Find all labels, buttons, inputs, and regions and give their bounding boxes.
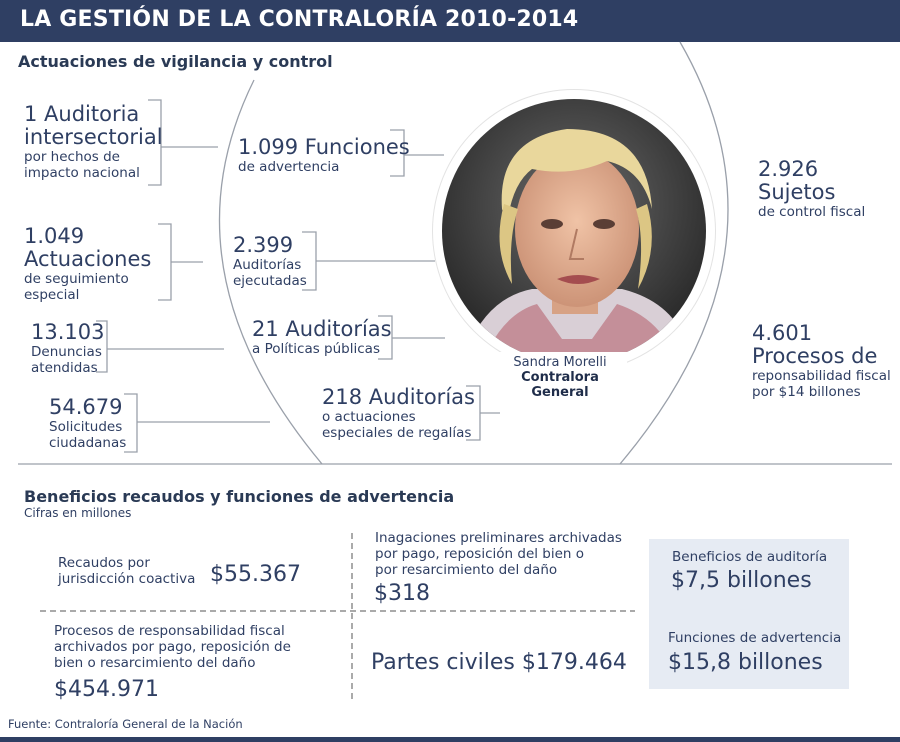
- value-line: 1.099 Funciones: [238, 135, 410, 159]
- value-line: 21 Auditorías: [252, 317, 392, 341]
- value-line: Procesos de: [752, 344, 878, 368]
- indagaciones-value: $318: [374, 581, 430, 606]
- desc-line: de control fiscal: [758, 204, 866, 220]
- person-name: Sandra Morelli: [513, 355, 607, 370]
- desc-line: atendidas: [31, 360, 98, 376]
- recaudos-label: Recaudos por jurisdicción coactiva: [58, 555, 195, 587]
- summary-value-advertencia: $15,8 billones: [668, 650, 823, 675]
- label-line: Procesos de responsabilidad fiscal: [54, 623, 285, 639]
- right-arc: [619, 41, 729, 465]
- value-line: intersectorial: [24, 125, 163, 149]
- desc-line: impacto nacional: [24, 165, 140, 181]
- desc-line: Denuncias: [31, 344, 102, 360]
- label-line: Inagaciones preliminares archivadas: [375, 530, 622, 546]
- item-auditoria-intersectorial: 1 Auditoria intersectorial por hechos de…: [24, 102, 163, 182]
- value-line: Actuaciones: [24, 247, 152, 271]
- value-line: 2.926 Sujetos: [758, 157, 836, 204]
- value-line: 54.679: [49, 395, 123, 419]
- value-line: 2.399: [233, 233, 294, 257]
- desc-line: especial: [24, 287, 80, 303]
- source-note: Fuente: Contraloría General de la Nación: [8, 717, 243, 731]
- desc-line: especiales de regalías: [322, 425, 472, 441]
- label-line: archivados por pago, reposición de: [54, 639, 291, 655]
- value-line: 1.049: [24, 224, 85, 248]
- value-line: 218 Auditorías: [322, 385, 475, 409]
- desc-line: de seguimiento: [24, 271, 129, 287]
- item-denuncias: 13.103 Denuncias atendidas: [31, 320, 105, 377]
- page-title: LA GESTIÓN DE LA CONTRALORÍA 2010-2014: [20, 7, 579, 32]
- label-line: jurisdicción coactiva: [58, 571, 196, 587]
- item-regalias: 218 Auditorías o actuaciones especiales …: [322, 385, 475, 442]
- partes-civiles: Partes civiles $179.464: [371, 650, 627, 675]
- desc-line: a Políticas públicas: [252, 341, 380, 357]
- section-title-beneficios: Beneficios recaudos y funciones de adver…: [24, 487, 455, 506]
- summary-label-advertencia: Funciones de advertencia: [668, 630, 842, 646]
- label-line: por pago, reposición del bien o: [375, 546, 585, 562]
- partes-value: $179.464: [521, 650, 627, 675]
- label-line: bien o resarcimiento del daño: [54, 655, 256, 671]
- desc-line: Auditorías: [233, 257, 302, 273]
- summary-value-auditoria: $7,5 billones: [671, 568, 812, 593]
- desc-line: ciudadanas: [49, 435, 127, 451]
- desc-line: Solicitudes: [49, 419, 123, 435]
- desc-line: ejecutadas: [233, 273, 307, 289]
- desc-line: por hechos de: [24, 149, 120, 165]
- label-line: por resarcimiento del daño: [375, 562, 558, 578]
- bottom-bar: [0, 737, 900, 742]
- item-sujetos-control: 2.926 Sujetos de control fiscal: [758, 157, 900, 221]
- summary-label-auditoria: Beneficios de auditoría: [672, 549, 828, 565]
- procesos-label: Procesos de responsabilidad fiscal archi…: [54, 623, 291, 671]
- portrait-caption: Sandra Morelli Contralora General: [493, 352, 627, 400]
- person-role: Contralora General: [521, 370, 599, 400]
- item-auditorias-ejecutadas: 2.399 Auditorías ejecutadas: [233, 233, 307, 290]
- item-procesos-responsabilidad: 4.601 Procesos de reponsabilidad fiscal …: [752, 321, 891, 401]
- procesos-value: $454.971: [54, 677, 159, 702]
- label-line: Recaudos por: [58, 555, 150, 571]
- value-line: 4.601: [752, 321, 813, 345]
- portrait-photo-icon: [442, 99, 706, 363]
- desc-line: por $14 billones: [752, 384, 861, 400]
- desc-line: de advertencia: [238, 159, 340, 175]
- title-bar: [0, 0, 900, 42]
- summary-panel: [649, 539, 849, 689]
- item-actuaciones-seguimiento: 1.049 Actuaciones de seguimiento especia…: [24, 224, 152, 304]
- desc-line: o actuaciones: [322, 409, 416, 425]
- item-solicitudes: 54.679 Solicitudes ciudadanas: [49, 395, 127, 452]
- item-politicas-publicas: 21 Auditorías a Políticas públicas: [252, 317, 392, 358]
- left-arc: [218, 79, 323, 465]
- recaudos-value: $55.367: [210, 562, 301, 587]
- item-funciones-advertencia: 1.099 Funciones de advertencia: [238, 135, 410, 176]
- desc-line: reponsabilidad fiscal: [752, 368, 891, 384]
- value-line: 13.103: [31, 320, 105, 344]
- section-subtitle: Cifras en millones: [24, 506, 132, 520]
- indagaciones-label: Inagaciones preliminares archivadas por …: [375, 530, 622, 578]
- section-title-vigilancia: Actuaciones de vigilancia y control: [18, 52, 333, 71]
- partes-label: Partes civiles: [371, 650, 515, 675]
- value-line: 1 Auditoria: [24, 102, 140, 126]
